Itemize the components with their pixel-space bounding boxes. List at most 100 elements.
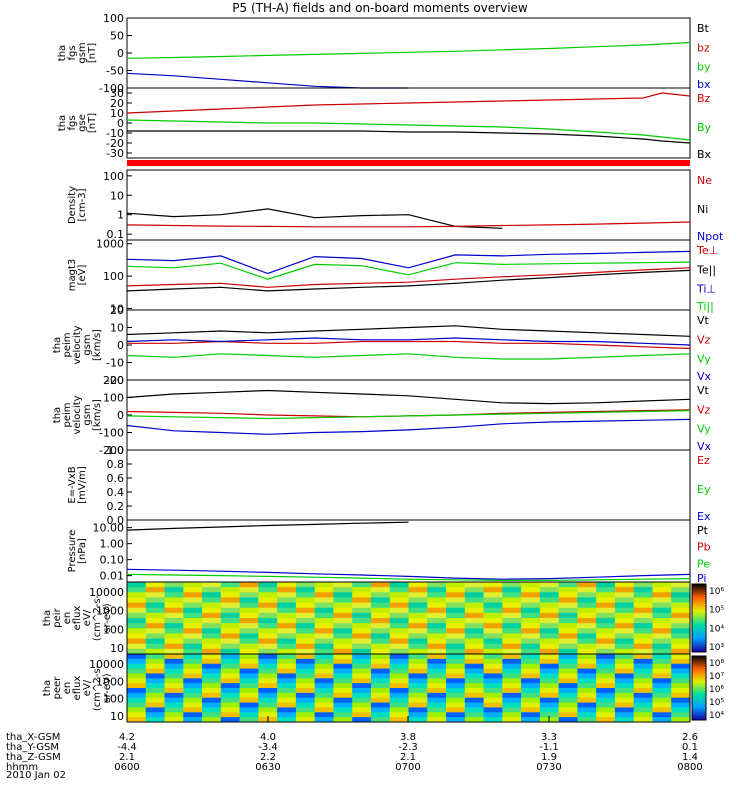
heatmap-cell — [596, 678, 616, 684]
heatmap-cell — [127, 618, 147, 624]
footer-value: 3.3 — [541, 732, 557, 743]
footer-row-label: tha_Z-GSM — [6, 752, 61, 763]
heatmap-cell — [258, 643, 278, 650]
heatmap-cell — [277, 654, 297, 660]
series-line-vt-0 — [126, 325, 691, 337]
heatmap-cell — [127, 702, 147, 708]
heatmap-cell — [220, 633, 241, 640]
heatmap-cell — [239, 678, 259, 684]
heatmap-cell — [652, 643, 672, 650]
heatmap-cell — [558, 673, 578, 679]
heatmap-cell — [408, 612, 428, 619]
heatmap-cell — [614, 582, 635, 588]
heatmap-cell — [220, 673, 241, 679]
y-axis-label: eflux — [72, 606, 83, 631]
heatmap-cell — [614, 692, 635, 699]
heatmap-cell — [427, 692, 447, 699]
heatmap-cell — [633, 663, 653, 670]
heatmap-cell — [258, 648, 278, 655]
heatmap-cell — [614, 658, 635, 665]
heatmap-cell — [502, 663, 522, 670]
y-tick-label: 100 — [103, 170, 124, 183]
heatmap-cell — [652, 592, 672, 598]
heatmap-cell — [239, 612, 259, 619]
heatmap-cell — [352, 683, 372, 689]
heatmap-cell — [164, 592, 184, 598]
y-tick-label: -50 — [106, 65, 124, 78]
heatmap-cell — [464, 702, 485, 708]
heatmap-cell — [483, 717, 503, 723]
heatmap-cell — [408, 717, 428, 723]
heatmap-cell — [446, 607, 466, 614]
heatmap-cell — [370, 702, 391, 708]
heatmap-cell — [333, 648, 353, 655]
heatmap-cell — [389, 628, 409, 634]
heatmap-cell — [183, 638, 203, 645]
y-axis-label: [nT] — [87, 43, 98, 63]
y-tick-label: 20 — [110, 304, 124, 317]
heatmap-cell — [577, 717, 597, 723]
panel-pressure: 10.00 1.00 0.10 0.01 Pressure [nPa] Pt Pb Pe Pi — [67, 519, 711, 585]
footer-value: 0600 — [114, 762, 139, 773]
heatmap-cell — [127, 692, 147, 699]
heatmap-cell — [145, 673, 166, 679]
heatmap-cell — [333, 678, 353, 684]
heatmap-cell — [202, 697, 222, 704]
heatmap-cell — [427, 678, 447, 684]
heatmap-cell — [370, 717, 391, 723]
heatmap-cell — [127, 597, 147, 604]
legend-label: Ez — [697, 454, 710, 467]
heatmap-cell — [614, 623, 635, 629]
heatmap-cell — [370, 597, 391, 604]
y-tick-label: 0 — [117, 409, 124, 422]
heatmap-cell — [502, 707, 522, 713]
heatmap-cell — [521, 683, 541, 689]
heatmap-cell — [577, 607, 597, 614]
heatmap-cell — [521, 663, 541, 670]
heatmap-cell — [614, 648, 635, 655]
legend-label: Bx — [697, 148, 712, 161]
heatmap-cell — [239, 607, 259, 614]
heatmap-cell — [295, 592, 316, 598]
heatmap-cell — [408, 623, 428, 629]
heatmap-cell — [464, 582, 485, 588]
heatmap-cell — [258, 607, 278, 614]
heatmap-cell — [145, 707, 166, 713]
heatmap-cell — [183, 648, 203, 655]
panel-frame — [126, 379, 691, 451]
heatmap-cell — [483, 638, 503, 645]
series-line-pt-0 — [126, 521, 409, 531]
heatmap-cell — [127, 697, 147, 704]
heatmap-cell — [464, 633, 485, 640]
heatmap-cell — [370, 658, 391, 665]
heatmap-cell — [633, 638, 653, 645]
heatmap-cell — [446, 712, 466, 718]
heatmap-cell — [483, 612, 503, 619]
y-tick-label: 100 — [103, 270, 124, 283]
heatmap-cell — [127, 643, 147, 650]
heatmap-cell — [202, 658, 222, 665]
heatmap-cell — [370, 654, 391, 660]
y-axis-label: tha — [42, 680, 53, 696]
y-axis-label: eflux — [72, 676, 83, 701]
heatmap-cell — [596, 648, 616, 655]
y-axis-label: gse — [77, 114, 88, 132]
heatmap-cell — [464, 628, 485, 634]
panel-frame — [126, 519, 691, 583]
heatmap-cell — [596, 717, 616, 723]
heatmap-cell — [502, 688, 522, 694]
heatmap-cell — [427, 658, 447, 665]
heatmap-cell — [671, 607, 691, 614]
heatmap-cell — [596, 597, 616, 604]
heatmap-cell — [389, 592, 409, 598]
heatmap-cell — [127, 683, 147, 689]
heatmap-cell — [295, 602, 316, 609]
heatmap-cell — [164, 597, 184, 604]
heatmap-cell — [614, 697, 635, 704]
heatmap-cell — [558, 663, 578, 670]
heatmap-cell — [427, 587, 447, 593]
heatmap-cell — [239, 582, 259, 588]
heatmap-cell — [220, 717, 241, 723]
footer-value: -2.3 — [398, 742, 418, 753]
heatmap-cell — [539, 692, 560, 699]
